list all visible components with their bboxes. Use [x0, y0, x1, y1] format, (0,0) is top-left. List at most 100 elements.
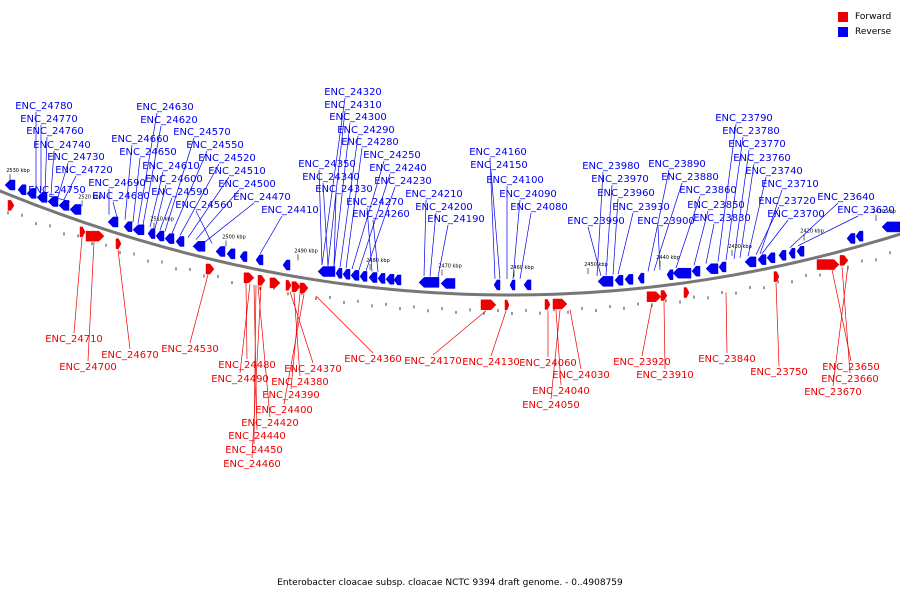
- reverse-gene-arrow: [69, 204, 82, 215]
- reverse-gene-label: ENC_23970: [591, 174, 649, 185]
- reverse-gene-arrow: [637, 272, 645, 284]
- reverse-gene-arrow: [192, 241, 206, 252]
- reverse-gene-label: ENC_24340: [302, 172, 360, 183]
- reverse-gene-label: ENC_24660: [111, 134, 169, 145]
- forward-label-leader: [117, 249, 131, 350]
- reverse-gene-arrow: [691, 265, 701, 277]
- reverse-gene-label: ENC_24470: [233, 192, 291, 203]
- reverse-label-leader: [429, 212, 437, 277]
- reverse-label-leader: [164, 137, 195, 232]
- forward-label-leader: [490, 310, 507, 357]
- reverse-label-leader: [63, 175, 77, 200]
- backbone-line: [0, 189, 900, 297]
- reverse-label-leader: [437, 224, 449, 277]
- reverse-label-leader: [372, 219, 379, 273]
- forward-label-leader: [253, 284, 258, 431]
- reverse-gene-label: ENC_24610: [142, 161, 200, 172]
- reverse-gene-arrow: [597, 276, 614, 287]
- reverse-label-leader: [187, 176, 230, 238]
- reverse-gene-label: ENC_24740: [33, 140, 91, 151]
- reverse-label-leader: [725, 136, 744, 261]
- reverse-gene-label: ENC_24650: [119, 147, 177, 158]
- forward-label-leader: [550, 309, 561, 400]
- reverse-gene-label: ENC_23720: [758, 196, 816, 207]
- forward-swatch: [838, 11, 848, 22]
- forward-label-leader: [775, 282, 780, 367]
- forward-gene-label: ENC_24420: [241, 418, 299, 429]
- reverse-label-leader: [789, 202, 839, 248]
- forward-gene-label: ENC_24360: [344, 354, 402, 365]
- reverse-gene-arrow: [846, 233, 856, 244]
- reverse-label-leader: [154, 184, 167, 229]
- forward-gene-arrow: [269, 277, 281, 289]
- forward-gene-arrow: [79, 226, 86, 238]
- reverse-label-leader: [587, 226, 602, 276]
- reverse-label-leader: [333, 122, 351, 267]
- reverse-gene-arrow: [317, 266, 336, 277]
- forward-gene-label: ENC_24030: [552, 370, 610, 381]
- reverse-label-leader: [596, 171, 604, 276]
- forward-gene-arrow: [660, 290, 668, 301]
- reverse-gene-arrow: [788, 247, 796, 259]
- forward-gene-arrow: [299, 282, 309, 294]
- reverse-label-leader: [259, 215, 283, 255]
- reverse-gene-label: ENC_24320: [324, 87, 382, 98]
- forward-gene-arrow: [205, 263, 215, 275]
- reverse-label-leader: [44, 136, 48, 193]
- forward-gene-label: ENC_24450: [225, 445, 283, 456]
- reverse-gene-label: ENC_23830: [693, 213, 751, 224]
- forward-gene-label: ENC_23650: [822, 362, 880, 373]
- reverse-gene-arrow: [855, 230, 864, 242]
- forward-label-leader: [73, 237, 83, 334]
- reverse-label-leader: [171, 150, 208, 234]
- reverse-gene-arrow: [4, 179, 16, 191]
- scale-tick-label: 2510 kbp: [150, 217, 174, 223]
- reverse-gene-label: ENC_24210: [405, 189, 463, 200]
- reverse-gene-label: ENC_23760: [733, 153, 791, 164]
- forward-gene-arrow: [504, 299, 510, 311]
- reverse-gene-arrow: [418, 277, 440, 288]
- reverse-gene-label: ENC_24080: [510, 202, 568, 213]
- reverse-label-leader: [705, 223, 715, 264]
- reverse-gene-arrow: [881, 221, 900, 233]
- reverse-swatch: [838, 26, 848, 37]
- reverse-gene-label: ENC_24510: [208, 166, 266, 177]
- forward-gene-label: ENC_24460: [223, 459, 281, 470]
- reverse-label-leader: [617, 212, 634, 275]
- forward-gene-label: ENC_23920: [613, 357, 671, 368]
- scale-tick-label: 2490 kbp: [294, 248, 318, 254]
- reverse-gene-arrow: [744, 256, 757, 268]
- reverse-label-leader: [327, 110, 346, 266]
- map-caption: Enterobacter cloacae subsp. cloacae NCTC…: [277, 578, 623, 588]
- legend-reverse-label: Reverse: [855, 26, 892, 37]
- forward-label-leader: [569, 309, 582, 370]
- reverse-label-leader: [132, 157, 141, 223]
- forward-gene-label: ENC_24380: [271, 377, 329, 388]
- forward-gene-arrow: [85, 230, 105, 242]
- scale-tick-label: 2530 kbp: [6, 168, 30, 174]
- forward-label-leader: [251, 286, 262, 459]
- forward-label-leader: [289, 291, 314, 364]
- reverse-gene-label: ENC_24310: [324, 100, 382, 111]
- reverse-gene-label: ENC_24200: [415, 202, 473, 213]
- reverse-label-leader: [318, 169, 323, 265]
- scale-tick-label: 2480 kbp: [366, 258, 390, 264]
- reverse-label-leader: [759, 189, 783, 255]
- reverse-gene-arrow: [132, 224, 145, 236]
- forward-gene-arrow: [544, 299, 551, 310]
- forward-gene-label: ENC_23670: [804, 387, 862, 398]
- reverse-gene-label: ENC_23620: [837, 205, 895, 216]
- forward-label-leader: [725, 292, 728, 354]
- reverse-label-leader: [321, 97, 346, 265]
- reverse-label-leader: [693, 210, 709, 266]
- legend-forward: Forward: [838, 9, 891, 24]
- legend: Forward Reverse: [838, 9, 891, 39]
- reverse-label-leader: [675, 195, 701, 269]
- reverse-gene-arrow: [509, 279, 516, 291]
- reverse-gene-label: ENC_24500: [218, 179, 276, 190]
- reverse-gene-arrow: [359, 271, 368, 282]
- reverse-gene-label: ENC_24160: [469, 147, 527, 158]
- reverse-gene-label: ENC_23990: [567, 216, 625, 227]
- forward-label-leader: [245, 283, 248, 360]
- reverse-gene-arrow: [718, 261, 727, 273]
